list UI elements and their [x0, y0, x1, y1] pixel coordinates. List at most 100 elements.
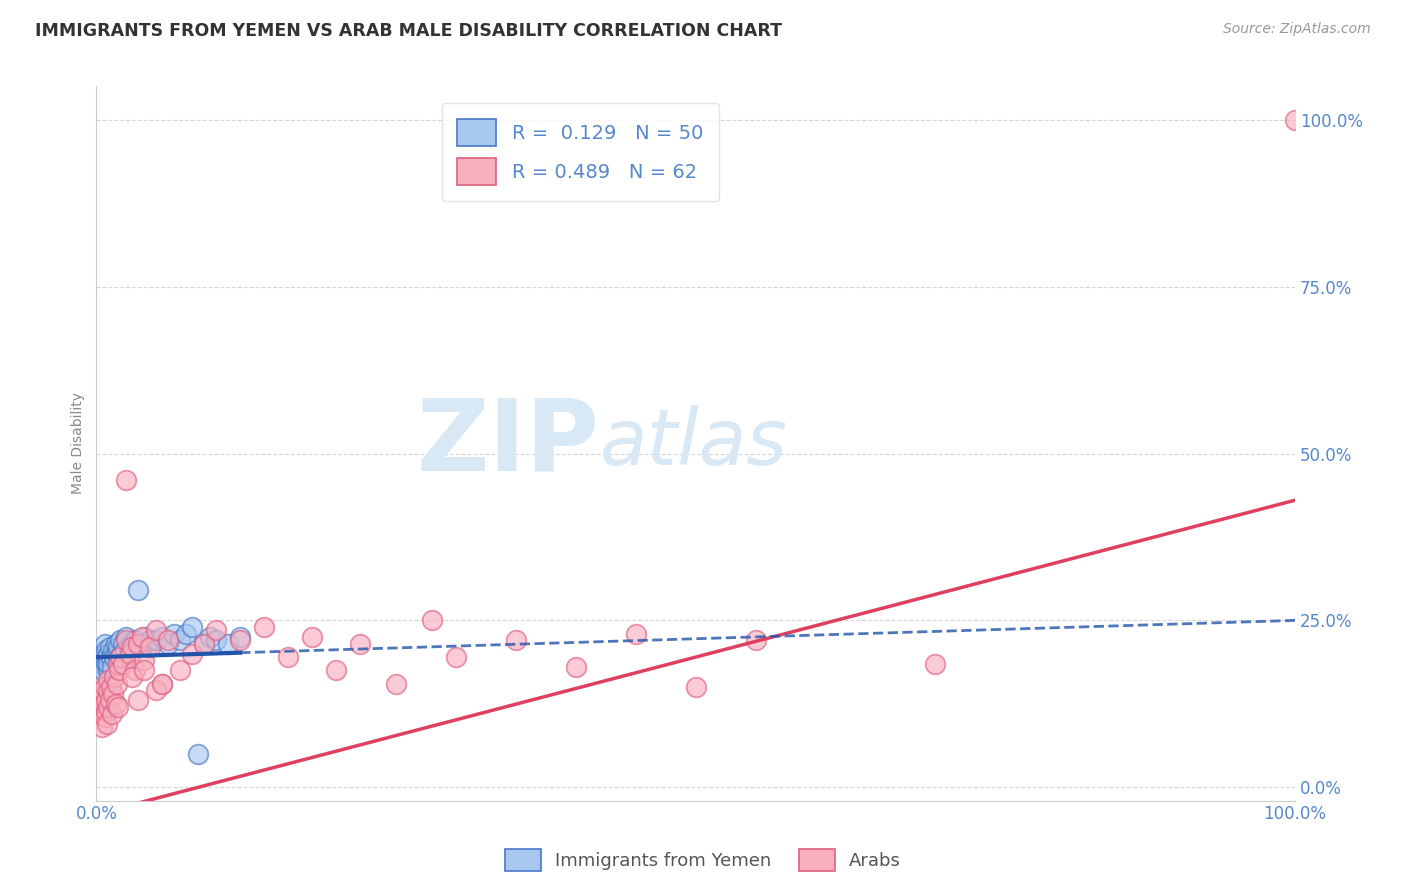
Point	[229, 630, 252, 644]
Point	[139, 633, 162, 648]
Point	[105, 677, 128, 691]
Point	[200, 630, 222, 644]
Point	[174, 626, 197, 640]
Point	[127, 583, 149, 598]
Point	[93, 710, 115, 724]
Point	[91, 683, 114, 698]
Text: Source: ZipAtlas.com: Source: ZipAtlas.com	[1223, 22, 1371, 37]
Point	[181, 647, 204, 661]
Point	[115, 630, 138, 644]
Point	[94, 643, 117, 657]
Point	[187, 747, 209, 761]
Y-axis label: Male Disability: Male Disability	[72, 392, 86, 494]
Point	[110, 633, 132, 648]
Point	[103, 650, 125, 665]
Point	[97, 657, 120, 671]
Point	[107, 657, 129, 671]
Point	[205, 633, 228, 648]
Point	[505, 633, 527, 648]
Point	[181, 620, 204, 634]
Point	[93, 647, 115, 661]
Point	[94, 693, 117, 707]
Point	[134, 630, 156, 644]
Point	[349, 637, 371, 651]
Point	[110, 647, 132, 661]
Point	[118, 650, 141, 665]
Point	[253, 620, 276, 634]
Point	[127, 693, 149, 707]
Point	[157, 633, 180, 648]
Point	[97, 647, 120, 661]
Legend: R =  0.129   N = 50, R = 0.489   N = 62: R = 0.129 N = 50, R = 0.489 N = 62	[441, 103, 718, 201]
Point	[169, 664, 191, 678]
Point	[685, 680, 707, 694]
Point	[90, 706, 112, 721]
Point	[103, 670, 125, 684]
Point	[385, 677, 408, 691]
Point	[163, 626, 186, 640]
Point	[107, 700, 129, 714]
Point	[104, 637, 127, 651]
Point	[624, 626, 647, 640]
Point	[93, 697, 115, 711]
Point	[100, 650, 122, 665]
Point	[107, 640, 129, 654]
Point	[139, 640, 162, 654]
Point	[97, 683, 120, 698]
Point	[744, 633, 766, 648]
Point	[150, 630, 173, 644]
Point	[131, 630, 153, 644]
Text: IMMIGRANTS FROM YEMEN VS ARAB MALE DISABILITY CORRELATION CHART: IMMIGRANTS FROM YEMEN VS ARAB MALE DISAB…	[35, 22, 782, 40]
Point	[135, 640, 157, 654]
Point	[100, 680, 122, 694]
Point	[145, 633, 167, 648]
Point	[101, 706, 124, 721]
Point	[150, 677, 173, 691]
Point	[121, 637, 143, 651]
Point	[193, 637, 215, 651]
Point	[277, 650, 299, 665]
Point	[134, 664, 156, 678]
Point	[420, 613, 443, 627]
Point	[105, 647, 128, 661]
Point	[104, 697, 127, 711]
Point	[93, 680, 115, 694]
Point	[110, 650, 132, 665]
Point	[118, 640, 141, 654]
Point	[115, 633, 138, 648]
Point	[444, 650, 467, 665]
Point	[205, 624, 228, 638]
Point	[118, 647, 141, 661]
Point	[924, 657, 946, 671]
Point	[127, 637, 149, 651]
Point	[107, 657, 129, 671]
Point	[134, 653, 156, 667]
Point	[217, 637, 239, 651]
Point	[98, 640, 121, 654]
Point	[96, 716, 118, 731]
Point	[97, 673, 120, 688]
Point	[93, 637, 115, 651]
Point	[90, 650, 112, 665]
Point	[108, 664, 131, 678]
Point	[157, 637, 180, 651]
Point	[145, 683, 167, 698]
Point	[97, 664, 120, 678]
Point	[169, 633, 191, 648]
Point	[98, 693, 121, 707]
Legend: Immigrants from Yemen, Arabs: Immigrants from Yemen, Arabs	[498, 842, 908, 879]
Point	[111, 657, 134, 671]
Point	[1284, 112, 1306, 127]
Point	[301, 630, 323, 644]
Point	[229, 633, 252, 648]
Point	[93, 653, 115, 667]
Point	[91, 720, 114, 734]
Text: ZIP: ZIP	[418, 395, 600, 492]
Point	[111, 637, 134, 651]
Point	[121, 640, 143, 654]
Point	[108, 650, 131, 665]
Point	[124, 664, 146, 678]
Point	[121, 670, 143, 684]
Point	[91, 664, 114, 678]
Point	[114, 643, 136, 657]
